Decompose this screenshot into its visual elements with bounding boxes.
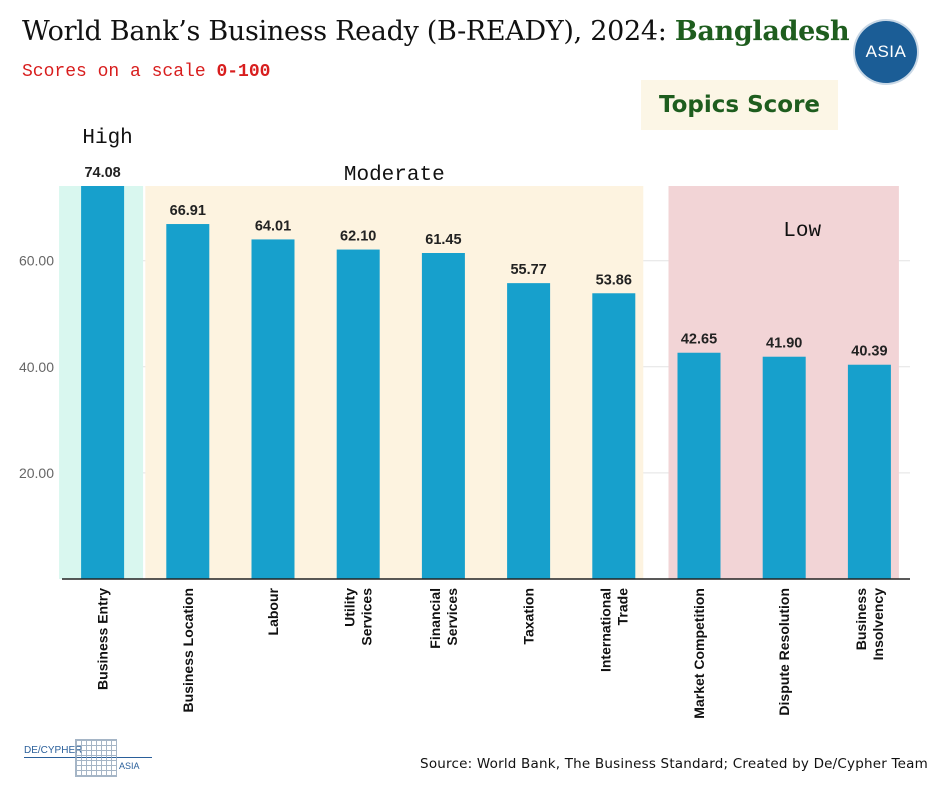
category-label: Taxation	[521, 588, 537, 645]
bar	[592, 293, 636, 579]
group-label-moderate: Moderate	[344, 164, 445, 187]
bar	[251, 239, 295, 579]
category-label-line: Services	[444, 588, 460, 646]
category-label: Labour	[265, 587, 281, 635]
subtitle-prefix: Scores on a scale	[22, 62, 217, 82]
category-label-line: Labour	[265, 587, 281, 635]
bar	[421, 253, 465, 579]
category-label: Dispute Resolution	[776, 588, 792, 716]
category-label-line: Taxation	[521, 588, 537, 645]
category-label: Business Insolvency	[853, 588, 886, 661]
category-label: Utility Services	[342, 588, 375, 646]
bar	[81, 186, 125, 579]
value-label: 62.10	[340, 229, 376, 245]
value-label: 41.90	[766, 336, 802, 352]
category-label-line: Market Competition	[691, 588, 707, 719]
bar	[677, 352, 721, 579]
brand-left-text: DE/CYPHER	[24, 745, 83, 756]
value-label: 40.39	[851, 344, 887, 360]
chart-title: World Bank’s Business Ready (B-READY), 2…	[22, 16, 850, 47]
value-label: 66.91	[170, 203, 206, 219]
maze-icon	[75, 739, 117, 777]
bar	[507, 283, 551, 579]
brand-right-text: ASIA	[119, 761, 140, 771]
decypher-brand: DE/CYPHER ASIA	[24, 737, 152, 777]
category-label-line: Services	[359, 588, 375, 646]
group-label-low: Low	[783, 220, 821, 243]
value-label: 64.01	[255, 218, 291, 234]
subtitle-range: 0-100	[216, 62, 271, 82]
category-label-line: Business Location	[180, 588, 196, 712]
chart-subtitle: Scores on a scale 0-100	[22, 62, 270, 82]
asia-logo: ASIA	[855, 21, 917, 83]
bar	[336, 249, 380, 579]
logo-text: ASIA	[865, 42, 907, 61]
bar	[762, 356, 806, 579]
category-label-line: Dispute Resolution	[776, 588, 792, 716]
category-label: Financial Services	[427, 588, 460, 649]
bar-chart: High Moderate Low 20.00 40.00 60.00 74.08 Busin…	[19, 127, 910, 719]
value-label: 55.77	[510, 262, 546, 278]
category-label-line: Business Entry	[95, 588, 111, 690]
category-label: Business Entry	[95, 588, 111, 690]
category-label-line: Financial	[427, 588, 443, 649]
y-tick-label: 60.00	[19, 253, 54, 269]
category-label: International Trade	[597, 588, 630, 672]
category-label-line: International	[597, 588, 613, 672]
value-label: 53.86	[596, 272, 632, 288]
value-label: 74.08	[84, 165, 120, 181]
title-main: World Bank’s Business Ready (B-READY), 2…	[22, 16, 675, 47]
group-band-moderate	[145, 186, 644, 579]
value-label: 61.45	[425, 232, 461, 248]
category-label-line: Insolvency	[870, 588, 886, 661]
source-note: Source: World Bank, The Business Standar…	[420, 756, 928, 772]
group-label-high: High	[82, 127, 132, 150]
title-country: Bangladesh	[674, 16, 850, 47]
topics-score-badge: Topics Score	[641, 80, 838, 130]
bar	[847, 364, 891, 579]
category-label: Market Competition	[691, 588, 707, 719]
category-label-line: Utility	[342, 588, 358, 627]
bar	[166, 224, 210, 579]
y-tick-label: 20.00	[19, 465, 54, 481]
category-label-line: Business	[853, 588, 869, 650]
category-label-line: Trade	[614, 588, 630, 626]
value-label: 42.65	[681, 332, 717, 348]
y-tick-label: 40.00	[19, 359, 54, 375]
category-label: Business Location	[180, 588, 196, 712]
